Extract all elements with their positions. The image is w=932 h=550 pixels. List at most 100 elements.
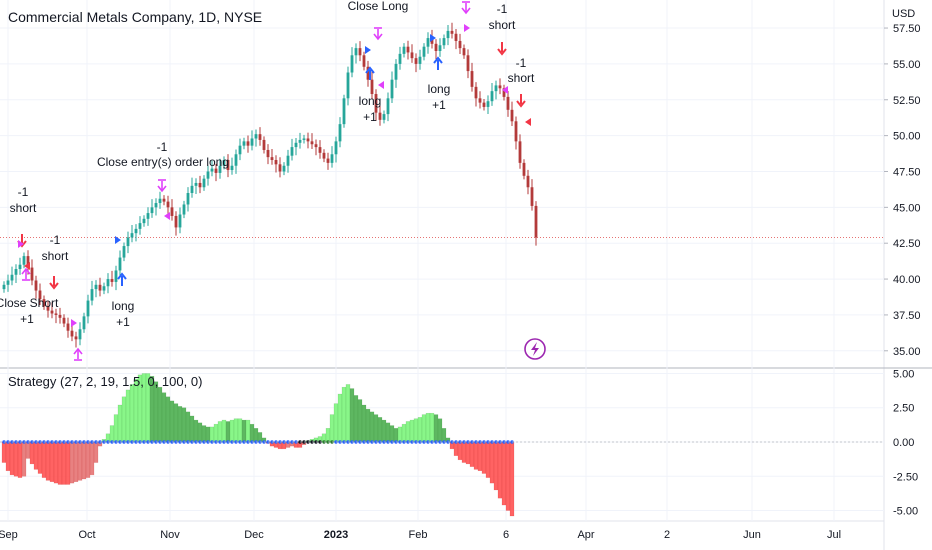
- histogram-bar: [393, 428, 399, 443]
- candle-body: [362, 55, 366, 67]
- time-tick-label: Nov: [160, 529, 180, 541]
- signal-label: Close Long: [348, 0, 409, 13]
- time-tick-label: Jul: [827, 529, 841, 541]
- candle-body: [294, 142, 298, 148]
- candle-body: [506, 96, 510, 110]
- candle-body: [158, 198, 162, 204]
- histogram-bar: [249, 423, 255, 443]
- candle: [62, 314, 66, 328]
- candle-body: [450, 30, 454, 34]
- candle-body: [338, 124, 342, 142]
- fill-marker-icon: [164, 212, 170, 220]
- price-axis[interactable]: 35.00 37.50 40.00 42.50 45.00 47.50 50.00 52.50…: [884, 23, 921, 358]
- histogram-bar: [65, 441, 71, 485]
- candle: [374, 89, 378, 121]
- candle: [422, 43, 426, 61]
- candle: [466, 49, 470, 79]
- candle-body: [358, 48, 362, 56]
- candle-body: [482, 102, 486, 107]
- candle-body: [302, 138, 306, 140]
- time-tick-label: 6: [503, 529, 509, 541]
- histogram-bar: [33, 441, 39, 470]
- histogram-bar: [369, 411, 375, 443]
- candle: [18, 257, 22, 275]
- candle-body: [130, 233, 134, 238]
- candle-body: [6, 280, 10, 285]
- histogram-bar: [361, 404, 367, 443]
- histogram-bar: [433, 414, 439, 443]
- candle-body: [314, 144, 318, 148]
- signal-label: long: [428, 82, 451, 96]
- histogram-bar: [21, 441, 27, 477]
- candle: [222, 156, 226, 170]
- candle-body: [142, 218, 146, 224]
- histogram-bar: [409, 419, 415, 443]
- signal-label: +1: [20, 312, 34, 326]
- candle-body: [442, 38, 446, 46]
- time-axis[interactable]: Sep Oct Nov Dec 2023 Feb 6 Apr 2 Jun Jul: [0, 529, 841, 541]
- candle: [306, 132, 310, 149]
- histogram-bar: [473, 441, 479, 470]
- candle: [230, 157, 234, 175]
- candle: [438, 38, 442, 57]
- candle: [258, 127, 262, 146]
- histogram-bar: [165, 396, 171, 443]
- candle: [350, 47, 354, 78]
- fill-marker-icon: [464, 24, 470, 32]
- candle: [22, 252, 26, 269]
- candle: [514, 116, 518, 150]
- candle: [150, 199, 154, 218]
- indicator-axis[interactable]: 5.00 2.50 0.00 -2.50 -5.00: [893, 368, 918, 517]
- candle: [74, 331, 78, 348]
- histogram-bar: [37, 441, 43, 474]
- candle-body: [534, 205, 538, 238]
- histogram-bar: [477, 441, 483, 472]
- candle: [326, 152, 330, 170]
- candle: [178, 207, 182, 234]
- candle-body: [210, 168, 214, 172]
- candle-body: [14, 269, 18, 275]
- candle-body: [382, 114, 386, 120]
- fill-marker-icon: [525, 118, 531, 126]
- candle: [518, 134, 522, 169]
- candle-body: [438, 45, 442, 51]
- histogram-bar: [241, 419, 247, 443]
- candle-body: [198, 182, 202, 188]
- candle: [226, 154, 230, 178]
- close-arrow-icon: [461, 1, 471, 15]
- candle: [402, 43, 406, 58]
- candle: [498, 78, 502, 95]
- candle-body: [470, 71, 474, 87]
- candle-body: [182, 204, 186, 215]
- close-arrow-icon: [157, 179, 167, 193]
- candle-body: [370, 79, 374, 95]
- candle-body: [466, 55, 470, 72]
- candle: [198, 175, 202, 194]
- candle: [414, 53, 418, 73]
- candle: [318, 140, 322, 159]
- indicator-tick-label: 5.00: [893, 368, 914, 380]
- histogram-bar: [501, 441, 507, 506]
- candle: [78, 322, 82, 346]
- candle: [474, 82, 478, 107]
- lightning-circle-icon[interactable]: [524, 338, 546, 360]
- histogram-bar: [461, 441, 467, 463]
- candle-body: [346, 72, 350, 99]
- candle: [202, 175, 206, 191]
- candle-body: [526, 175, 530, 188]
- candle-body: [478, 98, 482, 103]
- candle: [86, 294, 90, 324]
- candle-body: [474, 86, 478, 99]
- histogram-bar: [173, 403, 179, 443]
- candle-body: [454, 33, 458, 41]
- candle: [146, 207, 150, 226]
- histogram-bar: [425, 412, 431, 443]
- candle: [2, 281, 6, 293]
- histogram-bar: [153, 381, 159, 443]
- candle-body: [334, 141, 338, 155]
- histogram-bar: [5, 441, 11, 472]
- candle-body: [190, 185, 194, 193]
- arrow-head: [49, 282, 59, 290]
